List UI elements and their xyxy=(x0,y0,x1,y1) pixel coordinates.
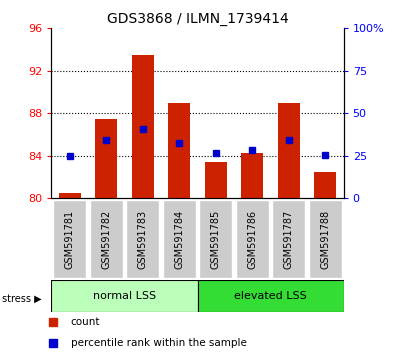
Bar xyxy=(168,103,190,198)
Bar xyxy=(241,153,263,198)
Text: stress ▶: stress ▶ xyxy=(2,294,41,304)
Text: GSM591788: GSM591788 xyxy=(320,209,330,269)
Text: count: count xyxy=(71,317,100,327)
Bar xyxy=(59,193,81,198)
Text: GSM591783: GSM591783 xyxy=(138,209,148,269)
FancyBboxPatch shape xyxy=(90,200,122,278)
FancyBboxPatch shape xyxy=(309,200,342,278)
Bar xyxy=(314,172,336,198)
FancyBboxPatch shape xyxy=(236,200,269,278)
Text: percentile rank within the sample: percentile rank within the sample xyxy=(71,338,246,348)
Bar xyxy=(205,162,227,198)
Text: GSM591787: GSM591787 xyxy=(284,209,294,269)
Bar xyxy=(278,103,300,198)
Text: GSM591785: GSM591785 xyxy=(211,209,221,269)
FancyBboxPatch shape xyxy=(53,200,86,278)
FancyBboxPatch shape xyxy=(273,200,305,278)
Title: GDS3868 / ILMN_1739414: GDS3868 / ILMN_1739414 xyxy=(107,12,288,26)
FancyBboxPatch shape xyxy=(126,200,159,278)
FancyBboxPatch shape xyxy=(198,280,344,312)
FancyBboxPatch shape xyxy=(163,200,196,278)
FancyBboxPatch shape xyxy=(199,200,232,278)
Text: GSM591781: GSM591781 xyxy=(65,209,75,269)
Bar xyxy=(132,55,154,198)
Text: GSM591786: GSM591786 xyxy=(247,209,257,269)
Text: GSM591784: GSM591784 xyxy=(174,209,184,269)
Bar xyxy=(95,119,117,198)
FancyBboxPatch shape xyxy=(51,280,198,312)
Text: GSM591782: GSM591782 xyxy=(101,209,111,269)
Text: elevated LSS: elevated LSS xyxy=(234,291,307,301)
Text: normal LSS: normal LSS xyxy=(93,291,156,301)
